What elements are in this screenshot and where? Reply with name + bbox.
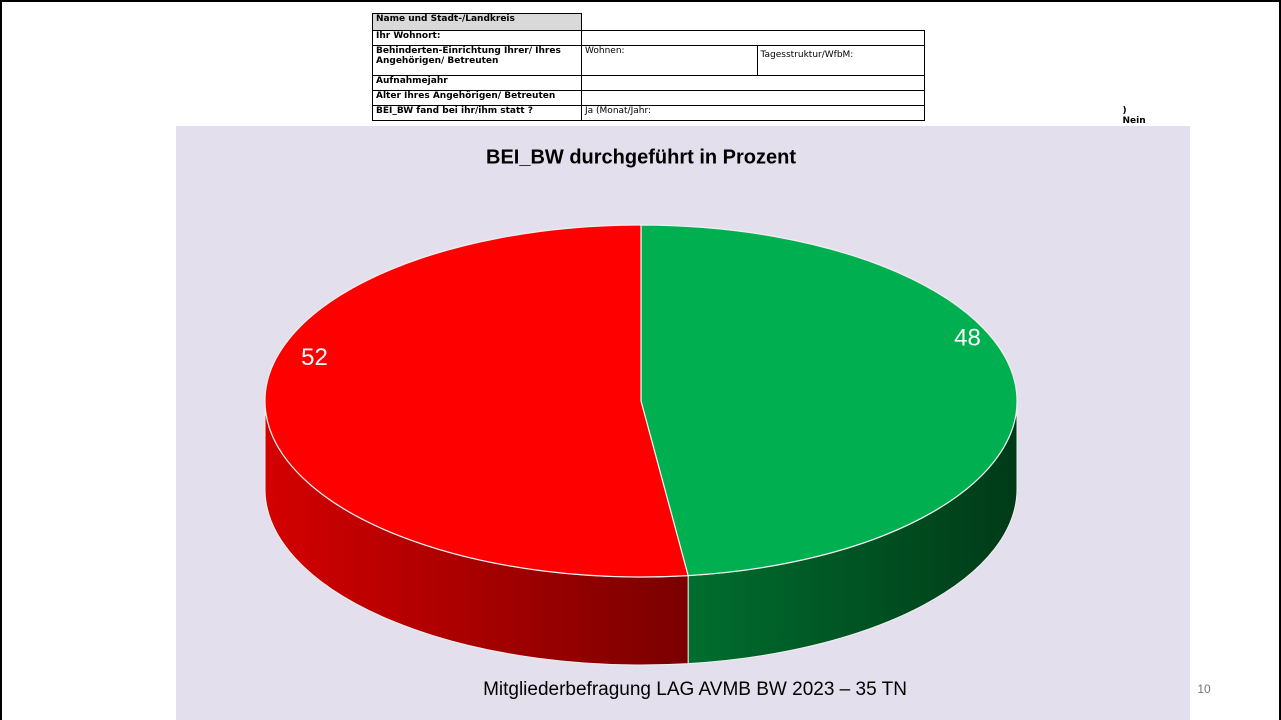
cell: Name und Stadt-/Landkreis: [372, 13, 582, 31]
pie-slice: [264, 224, 689, 578]
cell: Ja (Monat/Jahr:: [585, 106, 652, 116]
data-label: 52: [301, 344, 328, 371]
pie: 48 52: [264, 224, 1018, 666]
caption: Mitgliederbefragung LAG AVMB BW 2023 – 3…: [483, 679, 907, 700]
data-label: 48: [954, 325, 981, 352]
cell: Tagesstruktur/WfbM:: [756, 45, 925, 76]
cell: Behinderten-Einrichtung Ihrer/ Ihres Ang…: [372, 45, 582, 76]
cell: Ihr Wohnort:: [372, 30, 582, 46]
cell: Aufnahmejahr: [372, 75, 582, 91]
cell: Wohnen:: [581, 45, 758, 76]
pie-slice: [640, 224, 1018, 577]
chart-title: BEI_BW durchgeführt in Prozent: [486, 146, 796, 168]
cell: ) Nein: [1122, 106, 1146, 126]
page-number: 10: [1197, 682, 1211, 696]
cell-group: Ja (Monat/Jahr: ) Nein: [581, 105, 1146, 126]
form-table: Name und Stadt-/Landkreis Ihr Wohnort: B…: [372, 13, 1146, 126]
cell: Alter Ihres Angehörigen/ Betreuten: [372, 90, 582, 106]
cell: BEI_BW fand bei ihr/ihm statt ?: [372, 105, 582, 121]
